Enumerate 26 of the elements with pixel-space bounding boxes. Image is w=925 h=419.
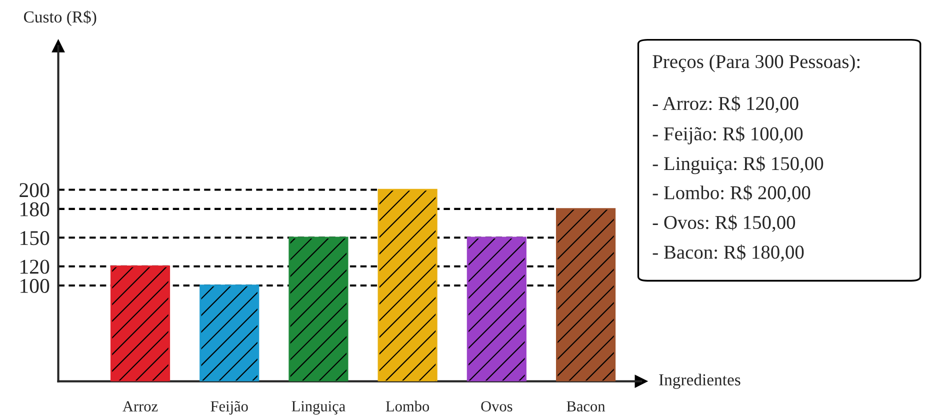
- bar: [466, 236, 526, 382]
- y-tick-label: 180: [20, 202, 50, 216]
- text: - Bacon: R$ 180,00: [652, 244, 804, 262]
- text: - Ovos: R$ 150,00: [652, 214, 796, 232]
- bar: [200, 284, 260, 382]
- text: - Arroz: R$ 120,00: [652, 96, 798, 113]
- bar: [378, 188, 438, 382]
- y-tick-label: 100: [20, 278, 50, 293]
- x-tick-label: Lombo: [386, 400, 430, 412]
- y-axis-title: Custo (R$): [24, 10, 96, 26]
- y-tick-label: 150: [20, 231, 50, 246]
- bar: [288, 236, 348, 382]
- text: Preços (Para 300 Pessoas):: [652, 54, 860, 72]
- x-tick-label: Ovos: [481, 401, 512, 412]
- text: - Linguiça: R$ 150,00: [652, 156, 824, 174]
- y-tick-label: 200: [20, 183, 50, 198]
- bar: [110, 266, 170, 382]
- x-tick-label: Linguiça: [292, 401, 346, 415]
- x-tick-label: Bacon: [566, 401, 606, 412]
- bar: [556, 208, 616, 382]
- text: - Feijão: R$ 100,00: [652, 126, 803, 144]
- x-axis-title: Ingredientes: [659, 374, 740, 389]
- x-tick-label: Arroz: [122, 401, 158, 412]
- y-tick-label: 120: [20, 260, 50, 274]
- x-tick-label: Feijão: [210, 401, 248, 415]
- text: - Lombo: R$ 200,00: [652, 185, 810, 202]
